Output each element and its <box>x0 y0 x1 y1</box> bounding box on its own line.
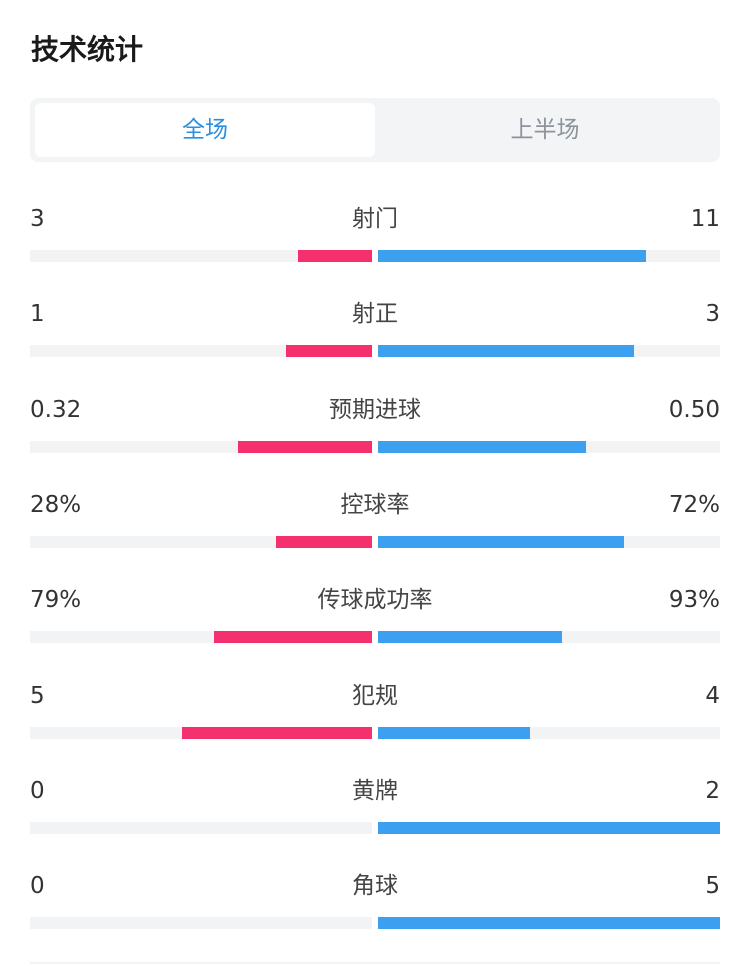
home-value: 5 <box>30 683 45 709</box>
away-bar <box>378 536 624 548</box>
stat-label: 黄牌 <box>352 778 398 804</box>
home-value: 79% <box>30 587 82 613</box>
home-value: 0.32 <box>30 397 82 423</box>
home-value: 0 <box>30 778 45 804</box>
home-bar <box>238 441 372 453</box>
away-bar-track <box>378 345 720 357</box>
home-value: 3 <box>30 206 45 232</box>
stat-label: 射正 <box>352 301 398 327</box>
away-bar-track <box>378 631 720 643</box>
away-value: 2 <box>705 778 720 804</box>
tab-first-half[interactable]: 上半场 <box>510 117 580 143</box>
away-bar-track <box>378 822 720 834</box>
home-bar-track <box>30 250 372 262</box>
stat-row: 黄牌 0 2 <box>30 774 720 844</box>
home-value: 0 <box>30 873 45 899</box>
away-bar-track <box>378 536 720 548</box>
away-bar <box>378 917 720 929</box>
stat-label: 预期进球 <box>329 397 421 423</box>
away-bar <box>378 345 634 357</box>
stat-label: 角球 <box>352 873 398 899</box>
home-bar <box>214 631 372 643</box>
home-bar-track <box>30 822 372 834</box>
home-bar-track <box>30 345 372 357</box>
stat-label: 控球率 <box>340 492 410 518</box>
home-bar-track <box>30 727 372 739</box>
home-bar <box>276 536 372 548</box>
away-bar-track <box>378 250 720 262</box>
stat-row: 传球成功率 79% 93% <box>30 583 720 653</box>
divider <box>30 962 720 964</box>
period-tabs: 全场 上半场 <box>30 98 720 162</box>
stat-row: 控球率 28% 72% <box>30 488 720 558</box>
away-bar <box>378 441 586 453</box>
away-value: 72% <box>668 492 720 518</box>
stat-row: 射门 3 11 <box>30 202 720 272</box>
tab-full-match[interactable]: 全场 <box>35 103 375 157</box>
home-value: 1 <box>30 301 45 327</box>
home-bar <box>182 727 372 739</box>
away-value: 4 <box>705 683 720 709</box>
stat-row: 犯规 5 4 <box>30 679 720 749</box>
home-value: 28% <box>30 492 82 518</box>
away-bar <box>378 822 720 834</box>
away-bar <box>378 631 562 643</box>
away-value: 5 <box>705 873 720 899</box>
away-value: 11 <box>690 206 720 232</box>
away-bar-track <box>378 441 720 453</box>
home-bar <box>298 250 372 262</box>
page-title: 技术统计 <box>31 33 144 66</box>
away-value: 93% <box>668 587 720 613</box>
home-bar-track <box>30 631 372 643</box>
away-value: 0.50 <box>668 397 720 423</box>
away-bar <box>378 727 530 739</box>
stat-row: 角球 0 5 <box>30 869 720 939</box>
stat-row: 预期进球 0.32 0.50 <box>30 393 720 463</box>
home-bar-track <box>30 536 372 548</box>
away-bar-track <box>378 917 720 929</box>
home-bar <box>286 345 372 357</box>
away-bar-track <box>378 727 720 739</box>
stat-row: 射正 1 3 <box>30 297 720 367</box>
away-bar <box>378 250 646 262</box>
stat-label: 射门 <box>352 206 398 232</box>
away-value: 3 <box>705 301 720 327</box>
home-bar-track <box>30 917 372 929</box>
home-bar-track <box>30 441 372 453</box>
stat-label: 传球成功率 <box>317 587 433 613</box>
stat-label: 犯规 <box>352 683 398 709</box>
